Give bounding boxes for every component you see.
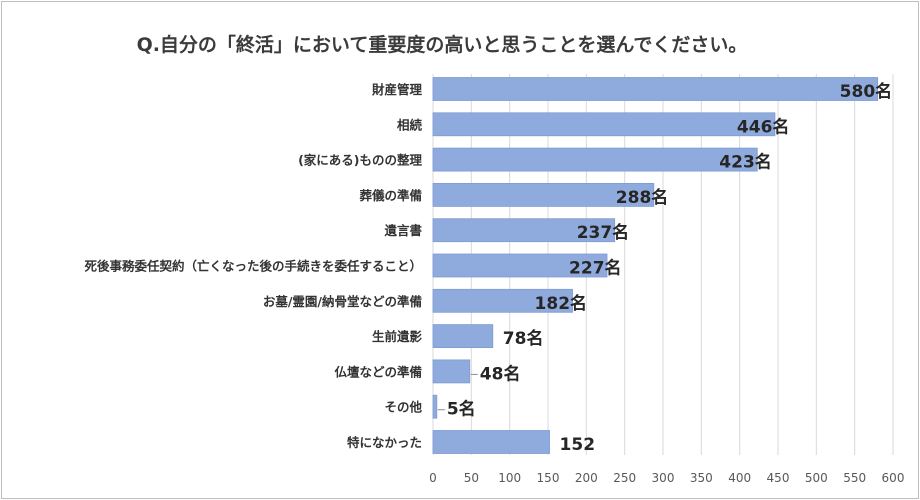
bar: [432, 77, 879, 101]
x-tick-label: 550: [843, 471, 866, 485]
category-label: 特になかった: [347, 435, 422, 450]
category-label: 生前遺影: [372, 329, 423, 344]
x-axis-ticks: 0 50 100 150 200 250 300 350 400 450 500 550 600: [429, 471, 904, 485]
bars: [432, 77, 879, 454]
bar: [432, 253, 608, 278]
data-label: 446名: [737, 116, 790, 137]
data-label: 423名: [719, 152, 772, 173]
data-label: 152: [560, 435, 596, 455]
x-tick-label: 300: [652, 471, 675, 485]
x-tick-label: 250: [613, 471, 636, 485]
bar: [432, 218, 616, 243]
data-label: 580名: [840, 81, 893, 102]
category-label: 相続: [397, 117, 423, 132]
x-tick-label: 450: [767, 471, 790, 485]
x-tick-label: 500: [805, 471, 828, 485]
data-label: 182名: [535, 293, 588, 314]
bar: [432, 112, 776, 137]
leader-lines: [437, 373, 478, 411]
category-label: 遺言書: [383, 223, 422, 238]
category-label: 死後事務委任契約（亡くなった後の手続きを委任すること）: [83, 259, 422, 274]
bar: [432, 324, 494, 349]
category-label: (家にある)ものの整理: [298, 153, 422, 168]
x-tick-label: 600: [882, 471, 905, 485]
x-tick-label: 100: [498, 471, 521, 485]
x-tick-label: 150: [537, 471, 560, 485]
bar: [432, 430, 550, 454]
x-tick-label: 200: [575, 471, 598, 485]
category-label: その他: [384, 400, 422, 415]
data-label: 48名: [480, 363, 521, 384]
category-label: 仏壇などの準備: [334, 364, 422, 379]
data-label: 288名: [616, 187, 669, 208]
x-tick-label: 0: [429, 471, 437, 485]
data-label: 5名: [447, 399, 476, 420]
category-label: 葬儀の準備: [359, 188, 422, 203]
bar: [432, 359, 471, 384]
category-label: お墓/霊園/納骨堂などの準備: [263, 294, 423, 309]
x-tick-label: 350: [690, 471, 713, 485]
bar: [432, 182, 655, 207]
data-label: 237名: [577, 222, 630, 243]
data-label: 227名: [569, 258, 622, 279]
x-tick-label: 50: [464, 471, 479, 485]
bar: [432, 288, 573, 313]
data-label: 78名: [503, 328, 544, 349]
bar: [432, 147, 758, 172]
category-label: 財産管理: [371, 82, 423, 97]
bar: [432, 394, 438, 419]
chart-title: Q.自分の「終活」において重要度の高いと思うことを選んでください。: [137, 33, 748, 56]
x-tick-label: 400: [728, 471, 751, 485]
